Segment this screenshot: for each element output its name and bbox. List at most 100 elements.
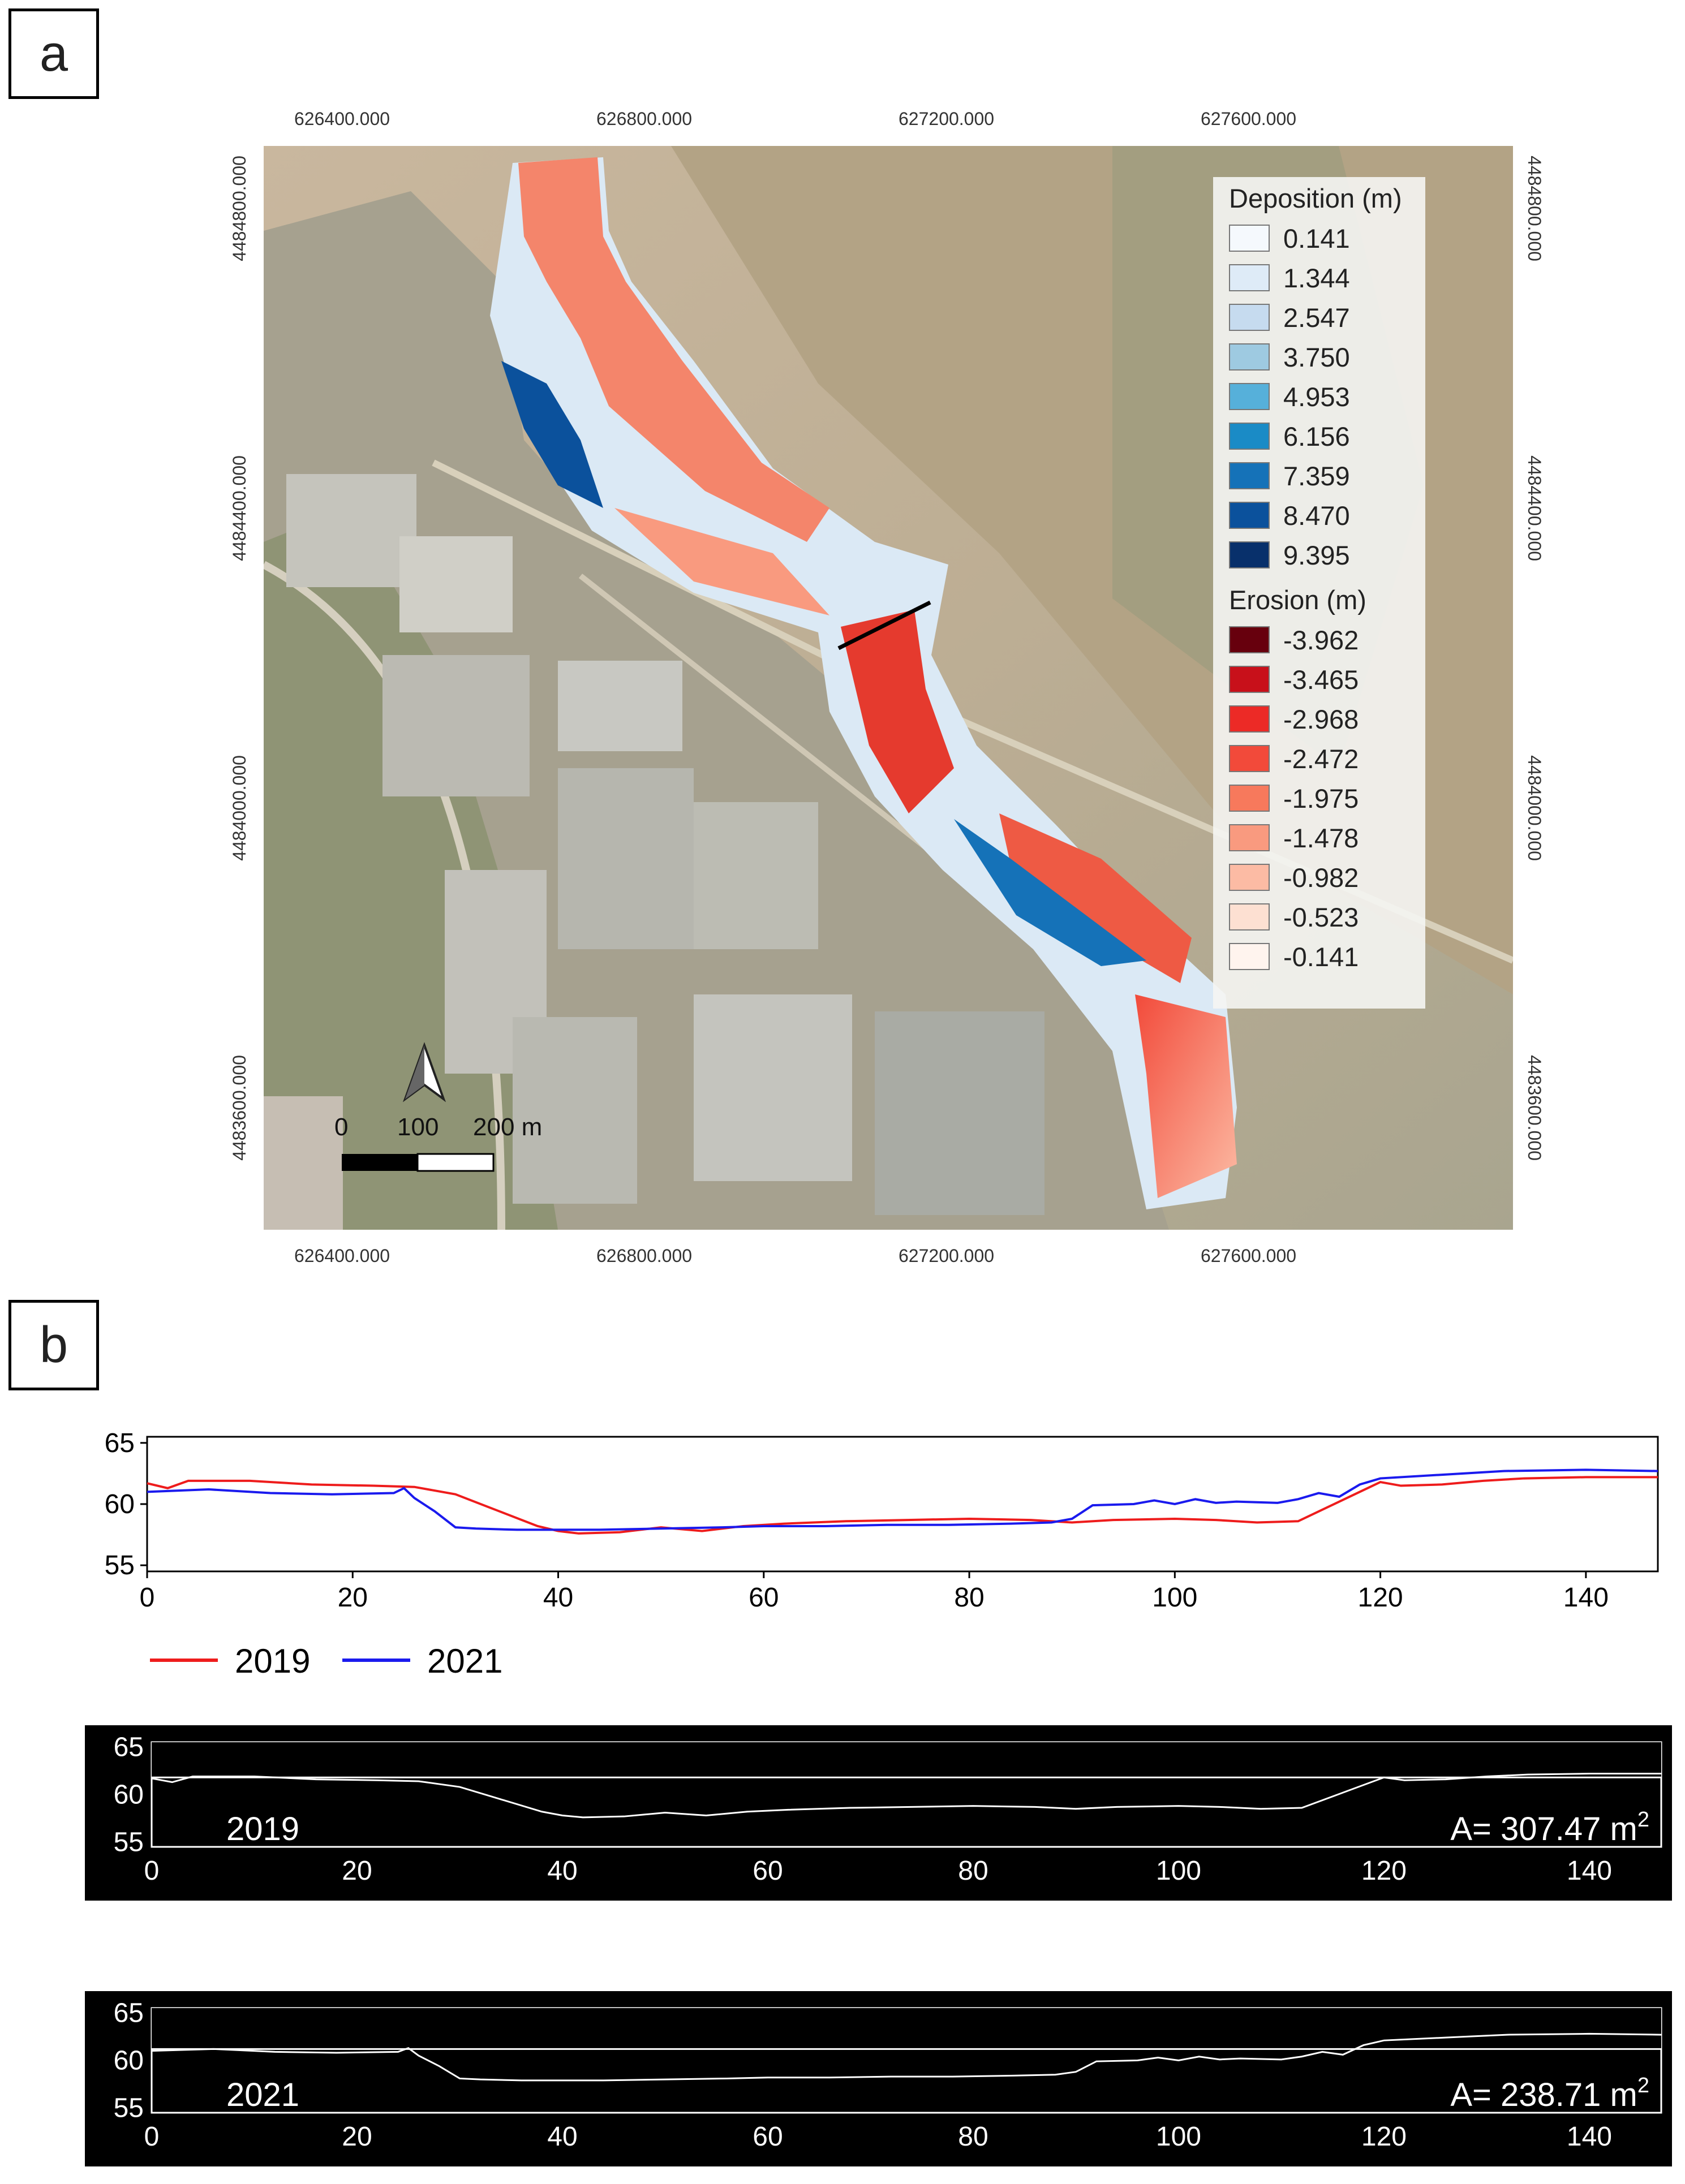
legend-deposition-value: 1.344 — [1283, 262, 1350, 293]
x-tick-top-1: 626400.000 — [294, 109, 390, 129]
y-tick-label: 55 — [105, 1550, 135, 1580]
y-tick-label: 60 — [105, 1489, 135, 1519]
area-x-tick-label: 100 — [1156, 2122, 1201, 2152]
building — [286, 474, 416, 587]
river-deposition-deep-2 — [954, 819, 1146, 966]
legend-deposition-row: 0.141 — [1229, 222, 1350, 254]
legend-deposition-value: 4.953 — [1283, 381, 1350, 412]
building — [382, 655, 530, 796]
river-erosion-5 — [614, 508, 829, 615]
cross-section-line — [837, 600, 931, 651]
y-tick-left-1: 4484800.000 — [229, 156, 250, 261]
area-x-tick-label: 60 — [753, 1856, 783, 1886]
area-x-tick-label: 60 — [753, 2122, 783, 2152]
area-profile-2021 — [151, 2032, 1662, 2082]
legend-deposition-value: 9.395 — [1283, 540, 1350, 570]
profile-plot-frame — [146, 1436, 1659, 1573]
panel-b-label-text: b — [39, 1316, 68, 1373]
legend-deposition-value: 3.750 — [1283, 342, 1350, 372]
x-tick-label: 0 — [140, 1583, 155, 1613]
y-tick-left-4: 4483600.000 — [229, 1055, 250, 1161]
y-tick-right-1: 4484800.000 — [1524, 156, 1545, 261]
legend-erosion-value: -1.975 — [1283, 783, 1359, 813]
river-erosion-4 — [1135, 994, 1237, 1198]
river-erosion-3 — [999, 813, 1192, 983]
legend-erosion-row: -1.975 — [1229, 782, 1359, 814]
x-tick-label: 100 — [1152, 1583, 1197, 1613]
x-tick-label: 40 — [543, 1583, 573, 1613]
legend-label-2021: 2021 — [427, 1642, 502, 1680]
building — [694, 802, 818, 949]
dod-map: 0 100 200 m Deposition (m) 0.141 1.344 2.5… — [264, 146, 1513, 1230]
scale-bar-white — [416, 1153, 495, 1172]
area-year-label-2021: 2021 — [226, 2077, 299, 2113]
road-1 — [264, 561, 505, 1230]
legend-erosion-swatch — [1229, 943, 1270, 970]
legend-erosion-value: -2.472 — [1283, 743, 1359, 774]
area-x-tick-label: 0 — [144, 1856, 160, 1886]
legend-deposition-swatch — [1229, 423, 1270, 450]
series-line-2019 — [147, 1476, 1658, 1535]
legend-erosion-value: -0.982 — [1283, 862, 1359, 893]
building — [875, 1011, 1044, 1215]
legend-deposition-swatch — [1229, 225, 1270, 252]
area-year-label-2019: 2019 — [226, 1811, 299, 1847]
area-sky-2021 — [152, 2008, 1661, 2049]
legend-erosion-value: -0.141 — [1283, 941, 1359, 972]
legend-deposition-value: 8.470 — [1283, 500, 1350, 531]
legend-erosion-swatch — [1229, 864, 1270, 891]
legend-erosion-value: -3.962 — [1283, 624, 1359, 655]
legend-deposition-value: 6.156 — [1283, 421, 1350, 451]
legend-deposition-swatch — [1229, 264, 1270, 291]
river-erosion-1 — [518, 157, 829, 542]
panel-a-label: a — [8, 8, 99, 99]
area-y-tick-label: 60 — [114, 2046, 144, 2076]
legend-erosion-swatch — [1229, 745, 1270, 772]
y-tick-left-2: 4484400.000 — [229, 455, 250, 561]
legend-erosion-row: -3.962 — [1229, 624, 1359, 656]
legend-deposition-row: 4.953 — [1229, 381, 1350, 412]
x-tick-bottom-4: 627600.000 — [1201, 1246, 1297, 1266]
legend-erosion-swatch — [1229, 626, 1270, 653]
panel-b-label: b — [8, 1300, 99, 1390]
scale-label-0: 0 — [334, 1113, 349, 1141]
legend-erosion-row: -1.478 — [1229, 822, 1359, 854]
legend-erosion-value: -2.968 — [1283, 704, 1359, 734]
x-tick-label: 80 — [954, 1583, 984, 1613]
legend-deposition-value: 0.141 — [1283, 223, 1350, 253]
y-tick-left-3: 4484000.000 — [229, 755, 250, 861]
x-tick-top-4: 627600.000 — [1201, 109, 1297, 129]
legend-deposition-swatch — [1229, 541, 1270, 568]
area-x-tick-label: 140 — [1567, 1856, 1612, 1886]
legend-erosion-value: -0.523 — [1283, 902, 1359, 932]
map-legend: Deposition (m) 0.141 1.344 2.547 3.750 4.953… — [1213, 177, 1425, 1009]
area-x-tick-label: 0 — [144, 2122, 160, 2152]
x-tick-top-3: 627200.000 — [899, 109, 995, 129]
legend-deposition-value: 2.547 — [1283, 302, 1350, 333]
legend-deposition-value: 7.359 — [1283, 460, 1350, 491]
x-tick-bottom-3: 627200.000 — [899, 1246, 995, 1266]
x-tick-bottom-1: 626400.000 — [294, 1246, 390, 1266]
building — [513, 1017, 637, 1204]
legend-deposition-row: 8.470 — [1229, 499, 1350, 531]
area-value-2021: A= 238.71 m2 — [1450, 2074, 1649, 2113]
area-y-tick-label: 65 — [114, 1998, 144, 2028]
legend-erosion-value: -3.465 — [1283, 664, 1359, 695]
area-x-tick-label: 100 — [1156, 1856, 1201, 1886]
legend-erosion-row: -2.472 — [1229, 743, 1359, 774]
x-tick-label: 20 — [338, 1583, 368, 1613]
legend-deposition-title: Deposition (m) — [1229, 183, 1402, 213]
legend-erosion-title: Erosion (m) — [1229, 585, 1366, 615]
legend-deposition-swatch — [1229, 383, 1270, 410]
legend-erosion-swatch — [1229, 824, 1270, 851]
legend-deposition-row: 7.359 — [1229, 460, 1350, 492]
x-tick-bottom-2: 626800.000 — [596, 1246, 693, 1266]
area-x-tick-label: 40 — [547, 2122, 577, 2152]
legend-erosion-swatch — [1229, 666, 1270, 693]
legend-deposition-row: 6.156 — [1229, 420, 1350, 452]
area-value-2019: A= 307.47 m2 — [1450, 1808, 1649, 1847]
legend-erosion-swatch — [1229, 705, 1270, 733]
legend-erosion-row: -0.982 — [1229, 861, 1359, 893]
legend-deposition-row: 2.547 — [1229, 301, 1350, 333]
north-arrow-icon — [402, 1042, 446, 1102]
